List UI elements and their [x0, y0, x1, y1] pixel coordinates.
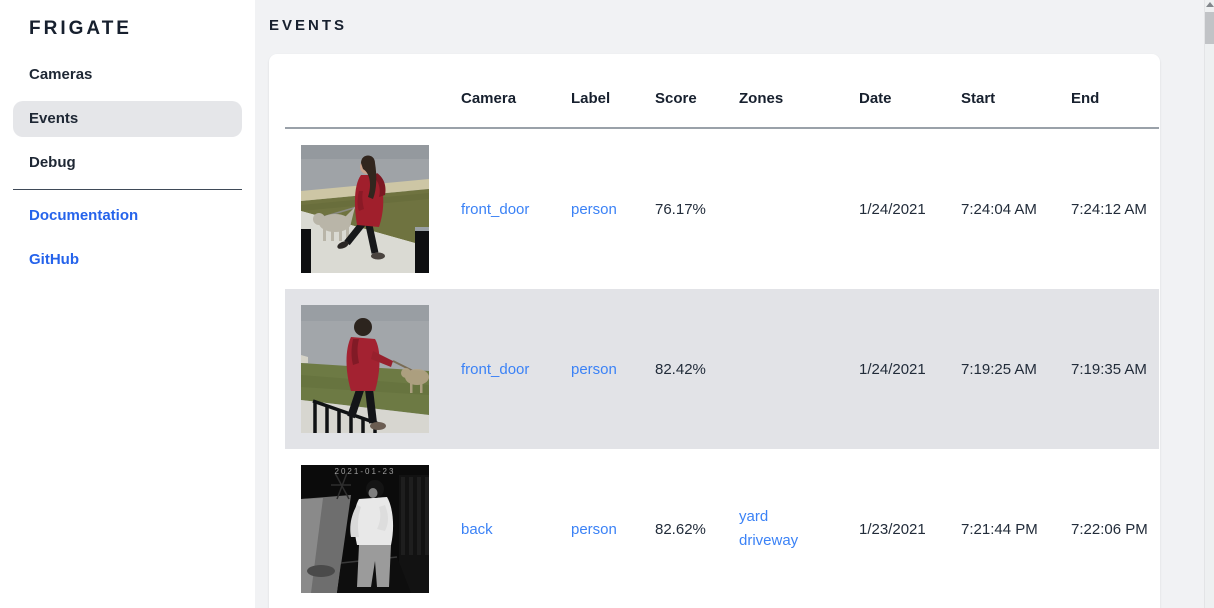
events-table: Camera Label Score Zones Date Start End: [285, 70, 1159, 608]
label-link[interactable]: person: [555, 289, 639, 449]
sidebar-item-events[interactable]: Events: [13, 101, 242, 137]
col-zones: Zones: [723, 70, 843, 129]
camera-link[interactable]: front_door: [461, 200, 530, 218]
start-value: 7:21:44 PM: [961, 520, 1038, 538]
sidebar-item-debug[interactable]: Debug: [29, 154, 76, 171]
score-value: 82.42%: [639, 289, 723, 449]
col-label: Label: [555, 70, 639, 129]
score-value: 76.17%: [655, 200, 706, 218]
page-title: EVENTS: [269, 17, 348, 34]
camera-link[interactable]: front_door: [445, 289, 555, 449]
thumbnail-cell: [285, 128, 445, 289]
start-value: 7:24:04 AM: [961, 200, 1037, 218]
scrollbar[interactable]: [1204, 0, 1214, 608]
start-value: 7:19:25 AM: [945, 289, 1055, 449]
event-thumbnail[interactable]: [301, 305, 429, 433]
date-value: 1/23/2021: [859, 520, 926, 538]
event-row[interactable]: front_door person 76.17% 1/24/2021 7:24:…: [285, 128, 1159, 289]
sidebar-link-github[interactable]: GitHub: [29, 251, 79, 268]
sidebar-link-documentation[interactable]: Documentation: [29, 207, 139, 224]
sidebar-item-cameras[interactable]: Cameras: [29, 66, 93, 83]
event-thumbnail[interactable]: 2021-01-23: [301, 465, 429, 593]
col-thumbnail: [285, 70, 445, 129]
zones-cell: yard driveway: [723, 449, 843, 608]
label-link[interactable]: person: [571, 520, 617, 538]
score-value: 82.62%: [655, 520, 706, 538]
col-camera: Camera: [445, 70, 555, 129]
event-row[interactable]: 2021-01-23 back person 82.62% yard drive…: [285, 449, 1159, 608]
zone-link[interactable]: yard: [739, 508, 769, 525]
camera-link[interactable]: back: [461, 520, 493, 538]
table-header-row: Camera Label Score Zones Date Start End: [285, 70, 1159, 129]
sidebar-nav: Cameras Events Debug Documentation GitHu…: [0, 57, 255, 278]
event-thumbnail[interactable]: [301, 145, 429, 273]
col-start: Start: [945, 70, 1055, 129]
thumbnail-timestamp-overlay: 2021-01-23: [335, 467, 396, 476]
zone-link[interactable]: driveway: [739, 532, 799, 549]
label-link[interactable]: person: [571, 200, 617, 218]
thumbnail-cell: [285, 289, 445, 449]
app-logo[interactable]: FRIGATE: [29, 18, 132, 39]
zones-cell: [723, 128, 843, 289]
col-date: Date: [843, 70, 945, 129]
scrollbar-thumb[interactable]: [1205, 12, 1214, 44]
main-content: EVENTS Camera Label Score Zones Date Sta…: [255, 0, 1214, 608]
end-value: 7:22:06 PM: [1071, 520, 1148, 538]
end-value: 7:24:12 AM: [1071, 200, 1147, 218]
date-value: 1/24/2021: [859, 200, 926, 218]
date-value: 1/24/2021: [843, 289, 945, 449]
end-value: 7:19:35 AM: [1055, 289, 1159, 449]
col-end: End: [1055, 70, 1159, 129]
events-card: Camera Label Score Zones Date Start End: [269, 54, 1160, 608]
thumbnail-cell: 2021-01-23: [285, 449, 445, 608]
scroll-up-arrow-icon[interactable]: [1206, 2, 1214, 7]
sidebar: FRIGATE Cameras Events Debug Documentati…: [0, 0, 255, 608]
event-row[interactable]: front_door person 82.42% 1/24/2021 7:19:…: [285, 289, 1159, 449]
zones-cell: [723, 289, 843, 449]
col-score: Score: [639, 70, 723, 129]
sidebar-divider: [13, 189, 242, 190]
